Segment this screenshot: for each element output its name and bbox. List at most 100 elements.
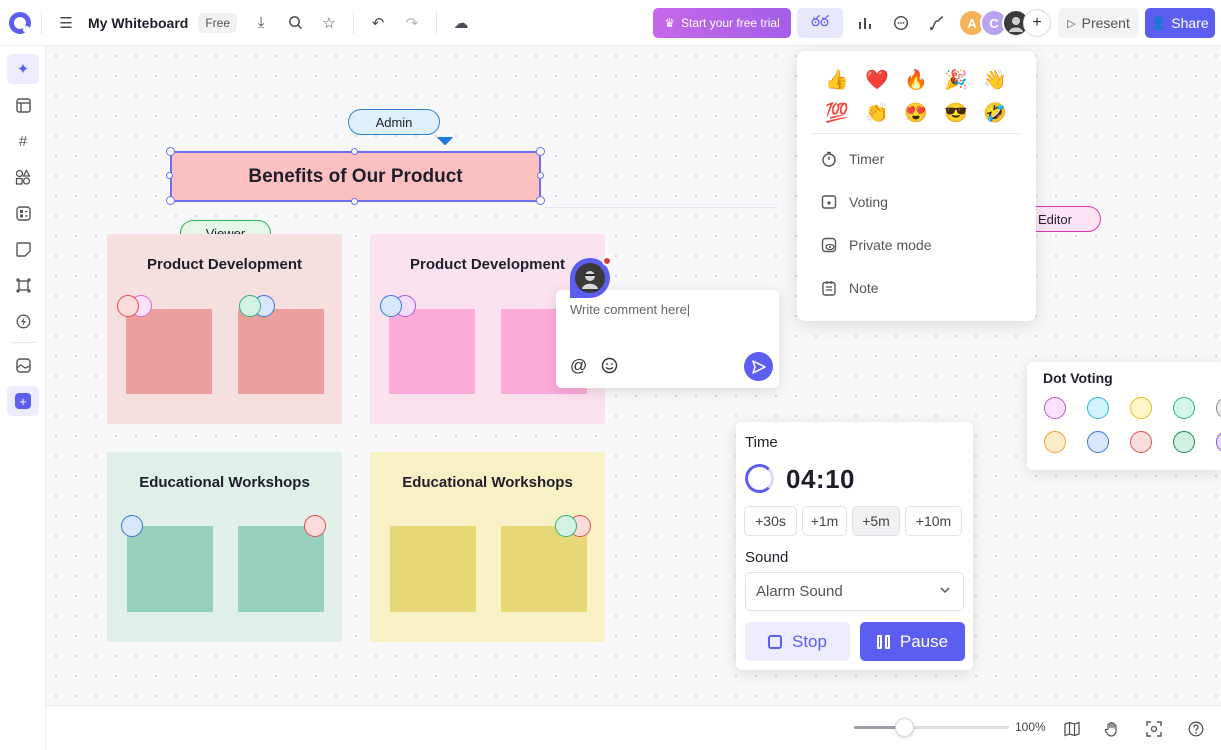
add-30s-button[interactable]: +30s	[744, 506, 797, 536]
party-icon[interactable]: 🎉	[944, 70, 968, 91]
cloud-sync-icon[interactable]: ☁	[453, 14, 469, 32]
hundred-icon[interactable]: 💯	[825, 103, 849, 124]
template-icon[interactable]	[7, 90, 39, 120]
vote-dot[interactable]	[555, 515, 577, 537]
fit-screen-icon[interactable]	[1142, 717, 1166, 741]
board-title[interactable]: My Whiteboard	[88, 14, 189, 31]
stop-button[interactable]: Stop	[745, 622, 850, 661]
vote-dot[interactable]	[380, 295, 402, 317]
sticky-note[interactable]	[389, 309, 475, 394]
zoom-level: 100%	[1015, 720, 1046, 734]
sunglasses-icon[interactable]: 😎	[944, 103, 968, 124]
zoom-slider-handle[interactable]	[895, 718, 915, 737]
sticky-note[interactable]	[127, 526, 213, 612]
ai-sparkle-icon[interactable]: ✦	[7, 54, 39, 84]
help-icon[interactable]	[1184, 717, 1208, 741]
section-card[interactable]: Product Development	[107, 234, 342, 424]
section-card[interactable]: Educational Workshops	[370, 452, 605, 642]
vote-dot[interactable]	[117, 295, 139, 317]
voting-dot-option[interactable]	[1044, 431, 1066, 453]
mention-icon[interactable]: @	[570, 356, 588, 375]
resize-handle[interactable]	[536, 196, 545, 205]
resize-handle[interactable]	[166, 196, 175, 205]
download-icon[interactable]: ⤓	[257, 14, 265, 31]
laughing-icon[interactable]: 🤣	[983, 103, 1007, 124]
sound-select[interactable]: Alarm Sound	[745, 572, 964, 611]
menu-item-timer[interactable]: Timer	[821, 146, 884, 172]
pause-button[interactable]: Pause	[860, 622, 965, 661]
section-card[interactable]: Educational Workshops	[107, 452, 342, 642]
app-logo[interactable]	[9, 11, 31, 34]
voting-dot-option[interactable]	[1173, 431, 1195, 453]
map-icon[interactable]	[1060, 717, 1084, 741]
add-apps-button[interactable]: +	[7, 386, 39, 416]
resize-handle[interactable]	[536, 147, 545, 156]
frame-icon[interactable]	[7, 270, 39, 300]
emoji-icon[interactable]	[599, 355, 619, 375]
present-button[interactable]: ▷ Present	[1058, 8, 1139, 38]
menu-item-label: Private mode	[849, 237, 932, 253]
commenter-avatar[interactable]	[570, 256, 612, 298]
voting-dot-option[interactable]	[1044, 397, 1066, 419]
sticky-note[interactable]	[126, 309, 212, 394]
add-1m-button[interactable]: +1m	[802, 506, 847, 536]
menu-item-private-mode[interactable]: Private mode	[821, 232, 931, 258]
sticky-note[interactable]	[501, 526, 587, 612]
reactions-button[interactable]: ఠఠ	[797, 8, 843, 38]
resize-handle[interactable]	[166, 172, 173, 179]
add-collaborator-button[interactable]: +	[1023, 9, 1051, 37]
add-10m-button[interactable]: +10m	[905, 506, 962, 536]
resize-handle[interactable]	[351, 148, 358, 155]
hand-pan-icon[interactable]	[1100, 717, 1124, 741]
voting-icon	[821, 194, 837, 210]
voting-dot-option[interactable]	[1087, 431, 1109, 453]
voting-dot-option[interactable]	[1216, 431, 1221, 453]
voting-dot-option[interactable]	[1216, 397, 1221, 419]
fire-icon[interactable]: 🔥	[904, 70, 928, 91]
share-button[interactable]: 👤 Share	[1145, 8, 1215, 38]
star-icon[interactable]: ☆	[322, 14, 336, 32]
send-comment-button[interactable]	[744, 352, 773, 381]
divider	[353, 11, 355, 34]
voting-dot-option[interactable]	[1130, 397, 1152, 419]
pen-curve-icon[interactable]	[923, 9, 951, 37]
vote-dot[interactable]	[239, 295, 261, 317]
sticky-note[interactable]	[390, 526, 476, 612]
board-title-card[interactable]: Benefits of Our Product	[170, 151, 541, 202]
menu-item-note[interactable]: Note	[821, 275, 879, 301]
add-5m-button[interactable]: +5m	[852, 506, 900, 536]
resize-handle[interactable]	[166, 147, 175, 156]
lightning-icon[interactable]	[7, 306, 39, 336]
sticky-note[interactable]	[238, 526, 324, 612]
clap-icon[interactable]: 👏	[865, 103, 889, 124]
image-icon[interactable]	[7, 350, 39, 380]
comment-input[interactable]: Write comment here|	[570, 302, 691, 317]
notification-dot	[602, 256, 612, 266]
chart-icon[interactable]	[851, 9, 879, 37]
widget-icon[interactable]	[7, 198, 39, 228]
menu-item-voting[interactable]: Voting	[821, 189, 888, 215]
heart-eyes-icon[interactable]: 😍	[904, 103, 928, 124]
sticky-note[interactable]	[238, 309, 324, 394]
redo-icon[interactable]: ↷	[405, 14, 419, 32]
stop-label: Stop	[792, 631, 827, 651]
zoom-slider-track[interactable]	[854, 726, 1009, 729]
menu-icon[interactable]: ☰	[59, 14, 73, 32]
search-icon[interactable]	[281, 9, 309, 37]
voting-dot-option[interactable]	[1173, 397, 1195, 419]
heart-icon[interactable]: ❤️	[865, 70, 889, 91]
voting-dot-option[interactable]	[1130, 431, 1152, 453]
start-trial-button[interactable]: ♛ Start your free trial	[653, 8, 791, 38]
wave-icon[interactable]: 👋	[983, 70, 1007, 91]
vote-dot[interactable]	[304, 515, 326, 537]
chat-icon[interactable]	[887, 9, 915, 37]
resize-handle[interactable]	[351, 198, 358, 205]
grid-frame-icon[interactable]: #	[18, 132, 28, 150]
sticky-note-icon[interactable]	[7, 234, 39, 264]
resize-handle[interactable]	[537, 172, 544, 179]
thumbs-up-icon[interactable]: 👍	[825, 70, 849, 91]
shapes-icon[interactable]	[7, 162, 39, 192]
voting-dot-option[interactable]	[1087, 397, 1109, 419]
undo-icon[interactable]: ↶	[371, 14, 385, 32]
vote-dot[interactable]	[121, 515, 143, 537]
